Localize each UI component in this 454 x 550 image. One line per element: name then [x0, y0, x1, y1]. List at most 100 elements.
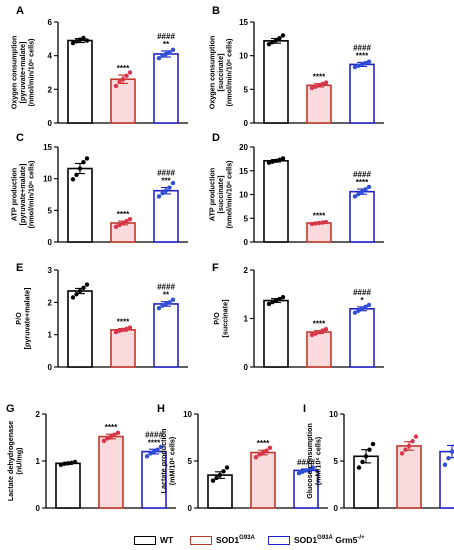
data-point: [356, 191, 361, 197]
data-point: [217, 472, 223, 478]
data-point: [359, 306, 365, 311]
data-point: [266, 42, 272, 47]
bar-wt: [55, 462, 81, 509]
data-point: [127, 325, 133, 330]
data-point: [410, 439, 415, 444]
significance-label: ****: [148, 438, 161, 447]
data-point: [413, 434, 419, 439]
legend-swatch-grm5: [268, 535, 290, 545]
significance-label: ****: [356, 51, 369, 60]
data-point: [127, 217, 133, 222]
data-point: [221, 469, 226, 474]
legend: WT SOD1G93A SOD1G93A Grm5-/+: [0, 531, 454, 549]
bar-grm5: [439, 450, 454, 509]
data-point: [359, 62, 365, 67]
panel-a: A 0 2 4 6 Oxygen consumption [pyruvate+malate]…: [10, 5, 188, 128]
legend-label-wt: WT: [160, 535, 174, 545]
y-tick-label: 5: [48, 206, 53, 215]
significance-label: ####: [157, 169, 175, 178]
data-point: [120, 220, 126, 226]
legend-item-sod1: SOD1G93A: [190, 533, 255, 547]
bar-grm5: [153, 189, 179, 243]
y-tick-label: 10: [239, 191, 248, 200]
significance-label: ****: [356, 178, 369, 187]
significance-label: ####: [297, 458, 315, 467]
data-point: [163, 188, 169, 193]
data-point: [224, 465, 230, 470]
data-point: [316, 329, 322, 335]
y-axis-label-line: (nU/mg): [14, 447, 23, 475]
data-point: [313, 84, 318, 89]
panel-letter: F: [212, 262, 219, 274]
y-axis-label-line: [succinate]: [216, 54, 225, 92]
significance-label: ****: [257, 439, 270, 448]
y-axis-label: Oxygen consumption [pyruvate+malate] (nmol…: [10, 36, 36, 109]
significance-label: **: [163, 291, 170, 300]
y-axis-label-line: Glucose consumption: [305, 423, 314, 498]
bar-sod1: [250, 451, 276, 509]
data-point: [105, 436, 110, 441]
y-tick-label: 0: [244, 119, 249, 128]
data-point: [127, 70, 133, 75]
legend-label-sod1: SOD1G93A: [216, 535, 255, 545]
data-point: [84, 156, 90, 161]
data-point: [77, 288, 83, 294]
data-point: [309, 221, 315, 227]
significance-label: ****: [117, 64, 130, 73]
data-point: [363, 304, 368, 310]
bar-sod1: [396, 445, 422, 509]
y-tick-label: 1: [48, 331, 53, 340]
data-point: [442, 462, 448, 467]
y-axis-label-line: ATP production: [208, 168, 217, 221]
data-point: [363, 187, 368, 192]
y-axis-label-line: Lactate production: [159, 429, 168, 494]
data-point: [117, 328, 122, 333]
y-axis-label: Oxygen consumption [succinate] (nmol/min/1…: [208, 36, 234, 109]
bar-wt: [263, 40, 289, 124]
data-point: [113, 83, 119, 89]
data-point: [120, 327, 126, 333]
panel-c: C 0 5 10 15 ATP production [pyruvate+malate] (n…: [10, 132, 188, 247]
significance-label: ****: [313, 73, 326, 82]
panel-letter: I: [303, 403, 306, 415]
y-tick-label: 1: [36, 457, 41, 466]
data-point: [280, 33, 286, 38]
significance-label: *: [360, 296, 364, 305]
data-point: [124, 218, 129, 224]
bar-sod1: [306, 331, 332, 368]
data-point: [170, 47, 176, 52]
y-axis-label-line: Lactate dehydrogenase: [6, 421, 15, 501]
bar-grm5: [349, 307, 375, 368]
data-point: [309, 332, 315, 338]
y-tick-label: 2: [36, 410, 41, 419]
data-point: [316, 83, 322, 88]
data-point: [273, 298, 279, 303]
data-point: [363, 454, 369, 459]
data-point: [156, 305, 162, 311]
significance-label: **: [163, 40, 170, 49]
bar-grm5: [349, 63, 375, 124]
data-point: [406, 443, 412, 449]
significance-label: ****: [117, 318, 130, 327]
legend-item-wt: WT: [134, 533, 173, 547]
y-axis-label-line: ATP production: [10, 168, 19, 221]
significance-label: ####: [353, 170, 371, 179]
data-point: [277, 157, 282, 163]
data-point: [267, 445, 273, 451]
data-point: [214, 475, 219, 481]
data-point: [264, 448, 269, 453]
data-point: [366, 184, 372, 190]
significance-label: ####: [353, 288, 371, 297]
legend-swatch-sod1: [190, 535, 212, 545]
panel-d: D 0 5 10 15 20 ATP production [succinate] (nmol/…: [208, 132, 384, 247]
bar-sod1: [98, 435, 124, 509]
y-axis-label: Lactate dehydrogenase (nU/mg): [6, 421, 24, 501]
data-point: [303, 468, 309, 473]
data-point: [74, 39, 79, 44]
data-point: [65, 461, 71, 466]
y-tick-label: 10: [329, 410, 338, 419]
panel-b: B 0 5 10 15 Oxygen consumption [succinate] (nmo…: [208, 5, 384, 128]
data-point: [370, 441, 376, 447]
data-point: [257, 452, 262, 457]
